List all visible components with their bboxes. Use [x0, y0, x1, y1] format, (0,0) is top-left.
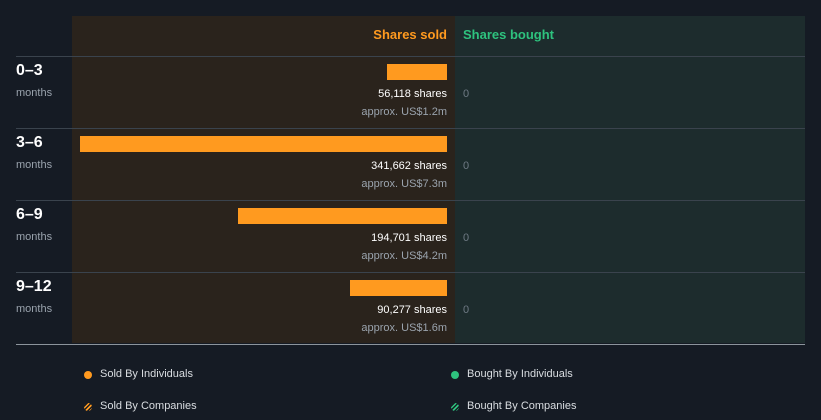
shares-sold-value-label: 341,662 shares — [371, 160, 447, 172]
legend-hatch-marker — [84, 403, 92, 411]
period-unit-label: months — [16, 303, 53, 315]
shares-bought-value-label: 0 — [463, 304, 470, 316]
legend-dot-marker — [451, 371, 459, 379]
shares-sold-bar — [350, 280, 447, 296]
period-unit-label: months — [16, 159, 53, 171]
period-unit-label: months — [16, 87, 53, 99]
legend-item-label: Bought By Companies — [467, 400, 577, 412]
shares-bought-value-label: 0 — [463, 160, 470, 172]
legend-item-label: Sold By Individuals — [100, 368, 193, 380]
period-label: 0–3 — [16, 62, 43, 79]
period-label: 3–6 — [16, 134, 43, 151]
shares-bought-header: Shares bought — [463, 27, 555, 42]
legend-dot-marker — [84, 371, 92, 379]
period-label: 9–12 — [16, 278, 52, 295]
shares-sold-bar — [80, 136, 447, 152]
row-separator — [16, 56, 805, 57]
shares-sold-approx-label: approx. US$4.2m — [361, 250, 447, 262]
row-separator — [16, 272, 805, 273]
shares-sold-bar — [387, 64, 447, 80]
shares-bought-value-label: 0 — [463, 232, 470, 244]
shares-sold-value-label: 56,118 shares — [378, 88, 447, 100]
shares-sold-approx-label: approx. US$1.2m — [361, 106, 447, 118]
shares-bought-column — [455, 16, 805, 343]
shares-bought-value-label: 0 — [463, 88, 470, 100]
shares-sold-approx-label: approx. US$1.6m — [361, 322, 447, 334]
row-separator — [16, 200, 805, 201]
period-unit-label: months — [16, 231, 53, 243]
shares-sold-bar — [238, 208, 447, 224]
shares-sold-approx-label: approx. US$7.3m — [361, 178, 447, 190]
legend-item-label: Sold By Companies — [100, 400, 197, 412]
shares-sold-value-label: 90,277 shares — [377, 304, 447, 316]
row-separator — [16, 344, 805, 345]
legend-hatch-marker — [451, 403, 459, 411]
legend-item-label: Bought By Individuals — [467, 368, 573, 380]
row-separator — [16, 128, 805, 129]
period-label: 6–9 — [16, 206, 43, 223]
shares-sold-header: Shares sold — [373, 27, 447, 42]
shares-sold-value-label: 194,701 shares — [371, 232, 447, 244]
